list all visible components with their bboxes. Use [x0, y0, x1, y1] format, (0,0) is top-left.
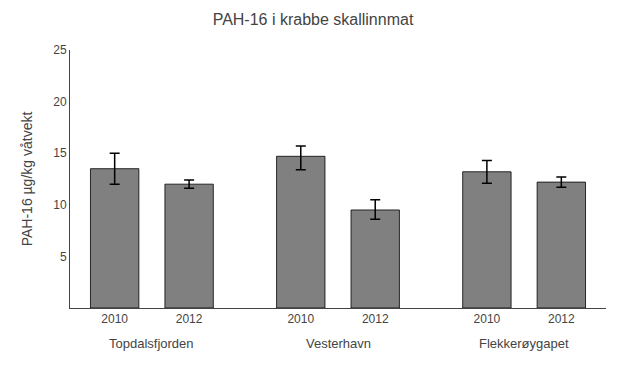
svg-text:2012: 2012: [548, 312, 575, 326]
svg-text:15: 15: [53, 146, 67, 160]
svg-text:2010: 2010: [474, 312, 501, 326]
svg-text:2012: 2012: [176, 312, 203, 326]
svg-text:10: 10: [53, 198, 67, 212]
svg-text:Flekkerøygapet: Flekkerøygapet: [479, 336, 569, 351]
svg-text:PAH-16 µg/kg våtvekt: PAH-16 µg/kg våtvekt: [19, 112, 35, 247]
svg-text:5: 5: [60, 250, 67, 264]
svg-text:2012: 2012: [362, 312, 389, 326]
svg-text:Topdalsfjorden: Topdalsfjorden: [109, 336, 194, 351]
svg-text:Vesterhavn: Vesterhavn: [306, 336, 371, 351]
svg-text:2010: 2010: [101, 312, 128, 326]
svg-text:25: 25: [53, 43, 67, 57]
svg-text:20: 20: [53, 95, 67, 109]
svg-text:2010: 2010: [287, 312, 314, 326]
svg-text:PAH-16 i krabbe skallinnmat: PAH-16 i krabbe skallinnmat: [213, 11, 414, 28]
